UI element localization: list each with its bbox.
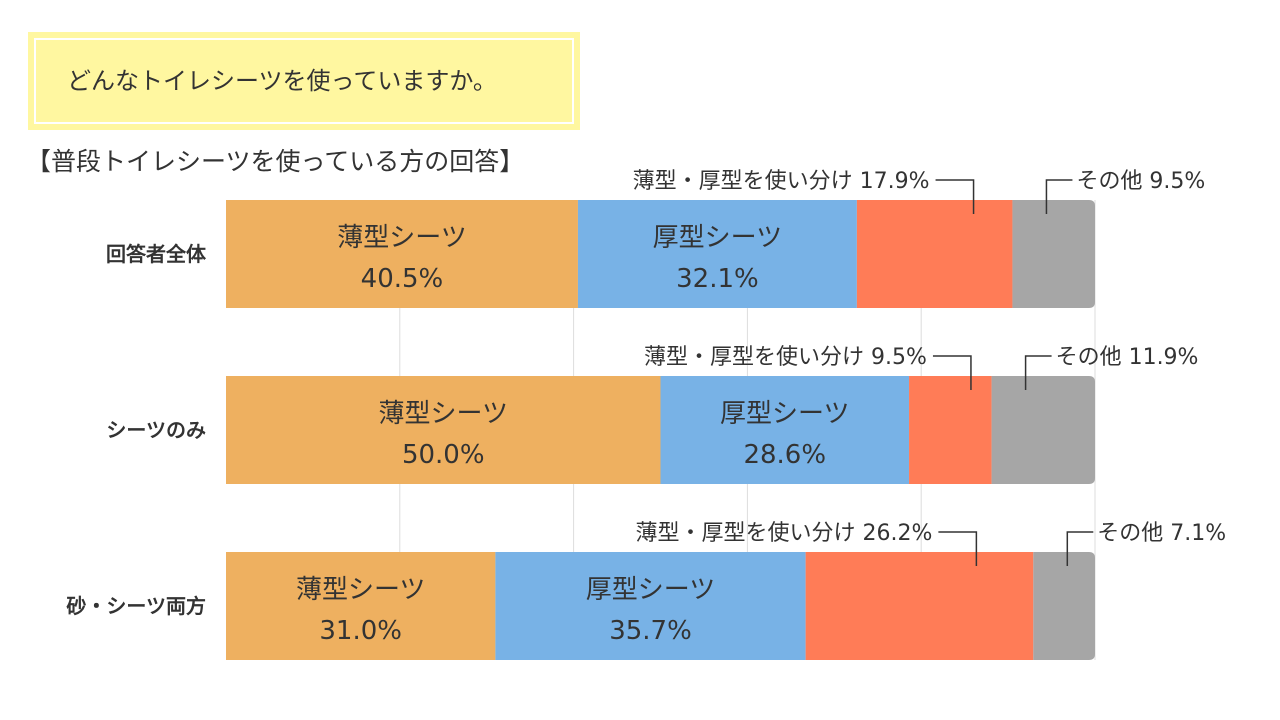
callout-label-other: その他 7.1% <box>1097 521 1226 546</box>
bar-other <box>991 376 1095 484</box>
leader-line <box>938 531 978 566</box>
data-label: 40.5% <box>361 264 444 294</box>
callout-label-other: その他 9.5% <box>1076 169 1205 194</box>
series-name-label: 厚型シーツ <box>720 399 849 429</box>
category-label: シーツのみ <box>106 418 206 442</box>
series-name-label: 薄型シーツ <box>337 223 466 253</box>
series-name-label: 薄型シーツ <box>379 399 508 429</box>
category-label: 砂・シーツ両方 <box>66 594 206 618</box>
bar-thick <box>577 200 857 308</box>
bar-other <box>1033 552 1095 660</box>
bar-thick <box>495 552 806 660</box>
data-label: 50.0% <box>402 440 485 470</box>
question-text: どんなトイレシーツを使っていますか。 <box>67 67 497 95</box>
category-label: 回答者全体 <box>106 242 207 266</box>
series-name-label: 薄型シーツ <box>296 575 425 605</box>
bar-both <box>856 200 1013 308</box>
bar-other <box>1012 200 1095 308</box>
data-label: 32.1% <box>676 264 759 294</box>
callout-label-both: 薄型・厚型を使い分け 26.2% <box>635 521 932 546</box>
data-label: 28.6% <box>743 440 826 470</box>
series-name-label: 厚型シーツ <box>653 223 782 253</box>
bars-layer <box>226 200 1095 660</box>
leader-line <box>1045 179 1073 214</box>
callout-label-both: 薄型・厚型を使い分け 9.5% <box>644 345 927 370</box>
data-label: 31.0% <box>319 616 402 646</box>
question-box: どんなトイレシーツを使っていますか。 <box>28 32 580 130</box>
bar-thick <box>660 376 910 484</box>
leader-line <box>1024 355 1052 390</box>
leader-line <box>1066 531 1094 566</box>
callout-label-both: 薄型・厚型を使い分け 17.9% <box>633 169 930 194</box>
series-name-label: 厚型シーツ <box>586 575 715 605</box>
leader-line <box>932 355 972 390</box>
leader-line <box>935 179 975 214</box>
chart-subtitle: 【普段トイレシーツを使っている方の回答】 <box>26 147 525 176</box>
data-label: 35.7% <box>609 616 692 646</box>
bar-both <box>805 552 1034 660</box>
callout-label-other: その他 11.9% <box>1056 345 1199 370</box>
bar-thin <box>226 552 496 660</box>
bar-thin <box>226 200 578 308</box>
bar-thin <box>226 376 661 484</box>
bar-both <box>909 376 992 484</box>
